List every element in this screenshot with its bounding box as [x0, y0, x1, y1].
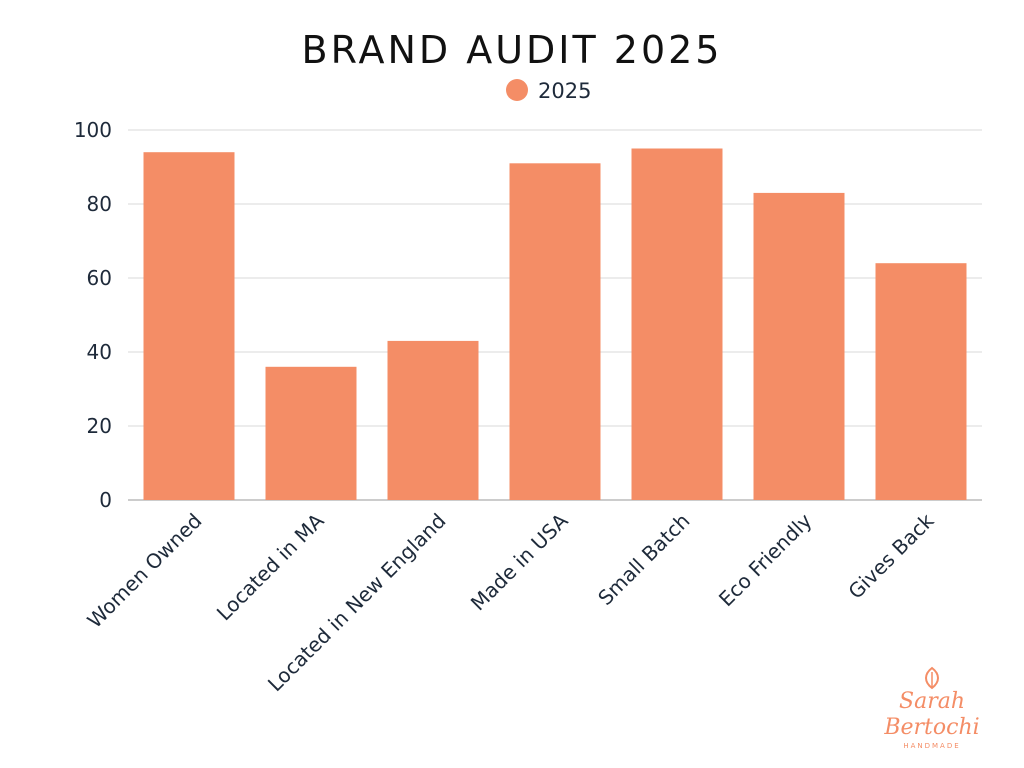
x-tick-label: Women Owned [82, 509, 206, 633]
legend-label: 2025 [538, 79, 591, 103]
legend-swatch [506, 79, 528, 101]
y-tick-label: 60 [87, 266, 112, 290]
bar [509, 163, 601, 501]
y-tick-label: 40 [87, 340, 112, 364]
x-tick-label: Located in MA [212, 508, 329, 625]
y-tick-label: 80 [87, 192, 112, 216]
y-tick-label: 20 [87, 414, 112, 438]
bar [143, 152, 235, 500]
logo-line1: Sarah [899, 689, 965, 714]
x-tick-label: Small Batch [593, 509, 694, 610]
bar [631, 148, 723, 500]
y-axis-ticks: 0 20 40 60 80 100 [74, 118, 112, 512]
leaf-icon [925, 666, 939, 690]
y-tick-label: 0 [99, 488, 112, 512]
x-tick-label: Gives Back [843, 508, 938, 603]
bars [143, 148, 967, 501]
bar [753, 192, 845, 500]
bar [387, 340, 479, 500]
y-tick-label: 100 [74, 118, 112, 142]
logo-line2: Bertochi [883, 715, 979, 740]
bar [875, 263, 967, 500]
brand-logo: Sarah Bertochi HANDMADE [883, 666, 980, 750]
chart-title: BRAND AUDIT 2025 [301, 28, 723, 72]
bar [265, 366, 357, 500]
logo-subtitle: HANDMADE [903, 742, 960, 750]
x-tick-label: Made in USA [466, 508, 573, 615]
x-tick-label: Eco Friendly [714, 508, 817, 611]
legend: 2025 [506, 79, 591, 103]
